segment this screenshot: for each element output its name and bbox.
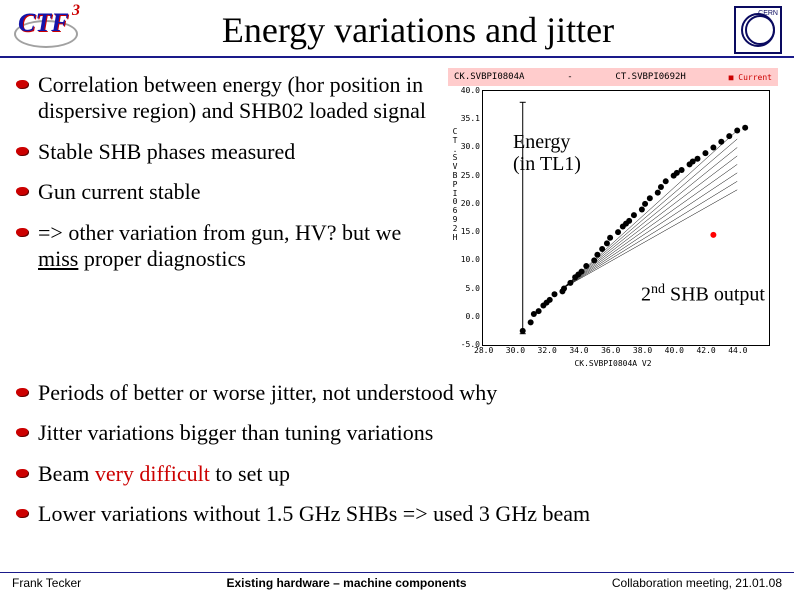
logo-text: CTF	[18, 8, 69, 38]
plot-xlabel: CK.SVBPI0804A V2	[448, 359, 778, 368]
bullet-item: Beam very difficult to set up	[16, 461, 778, 487]
ctf3-logo: CTF 3	[12, 6, 92, 54]
footer-title: Existing hardware – machine components	[226, 576, 466, 590]
plot-area: Energy(in TL1) 2nd SHB output	[482, 90, 770, 346]
footer: Frank Tecker Existing hardware – machine…	[0, 572, 794, 592]
bullet-item: Lower variations without 1.5 GHz SHBs =>…	[16, 501, 778, 527]
correlation-plot: CK.SVBPI0804A - CT.SVBPI0692H ■ Current …	[448, 68, 778, 368]
bullets-top: Correlation between energy (hor position…	[16, 72, 442, 272]
cern-text: CERN	[758, 10, 778, 17]
plot-title-right: CT.SVBPI0692H	[615, 72, 685, 82]
footer-author: Frank Tecker	[12, 576, 81, 590]
plot-xaxis: 28.030.032.034.036.038.040.042.044.0	[482, 346, 770, 358]
bullets-bottom: Periods of better or worse jitter, not u…	[16, 380, 778, 528]
cern-logo: CERN	[734, 6, 782, 54]
bullet-item: Correlation between energy (hor position…	[16, 72, 442, 125]
annotation-shb: 2nd SHB output	[641, 282, 765, 307]
slide-title: Energy variations and jitter	[92, 9, 734, 51]
plot-title-left: CK.SVBPI0804A	[454, 72, 524, 82]
plot-ylabel: CT.SVBPI0692H	[450, 128, 460, 242]
bullet-item: Gun current stable	[16, 179, 442, 205]
bullet-item: Periods of better or worse jitter, not u…	[16, 380, 778, 406]
bullet-item: Stable SHB phases measured	[16, 139, 442, 165]
bullet-item: Jitter variations bigger than tuning var…	[16, 420, 778, 446]
annotation-energy: Energy(in TL1)	[513, 131, 581, 175]
plot-yaxis: -5.00.05.010.015.020.025.030.035.140.0	[460, 86, 482, 346]
plot-legend: ■ Current	[729, 73, 772, 82]
bullet-item: => other variation from gun, HV? but we …	[16, 220, 442, 273]
logo-sup: 3	[72, 2, 80, 20]
footer-date: Collaboration meeting, 21.01.08	[612, 576, 782, 590]
